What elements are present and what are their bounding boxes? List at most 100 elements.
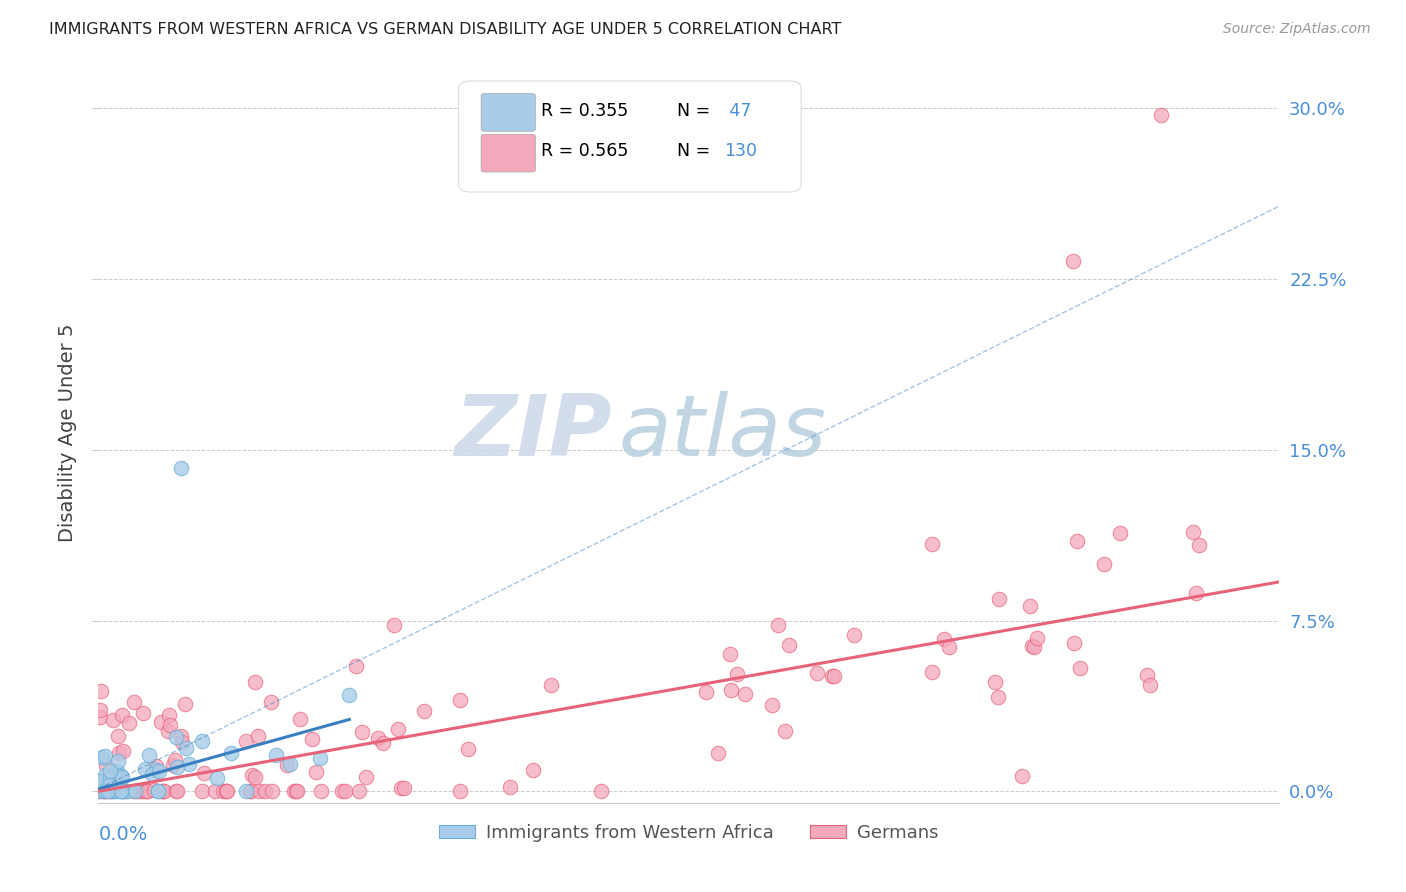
Point: [285, 784, 308, 798]
Point: [522, 763, 544, 777]
Point: [111, 784, 134, 798]
Point: [821, 669, 844, 683]
Point: [124, 784, 146, 798]
Point: [105, 768, 128, 782]
Point: [591, 784, 613, 798]
Point: [413, 704, 436, 718]
Point: [499, 780, 522, 795]
Point: [1136, 668, 1159, 682]
Point: [132, 784, 155, 798]
Point: [778, 638, 800, 652]
Point: [135, 784, 157, 798]
Point: [309, 751, 332, 765]
Point: [101, 713, 124, 727]
Point: [339, 688, 361, 702]
Point: [193, 765, 215, 780]
Point: [150, 784, 173, 798]
Point: [938, 640, 960, 654]
Point: [165, 731, 187, 745]
Text: ZIP: ZIP: [454, 391, 612, 475]
Point: [1185, 586, 1208, 600]
Point: [89, 710, 111, 724]
Point: [283, 784, 305, 798]
Point: [449, 784, 471, 798]
Point: [540, 678, 562, 692]
Point: [276, 758, 298, 772]
Point: [150, 714, 173, 729]
Point: [309, 784, 332, 798]
Text: R = 0.565: R = 0.565: [541, 143, 628, 161]
Point: [842, 628, 865, 642]
Point: [170, 729, 193, 743]
Point: [921, 665, 943, 679]
Point: [1069, 661, 1091, 675]
Point: [387, 722, 409, 736]
Point: [695, 685, 717, 699]
Y-axis label: Disability Age Under 5: Disability Age Under 5: [58, 324, 77, 541]
Point: [112, 744, 135, 758]
Point: [457, 741, 479, 756]
Point: [761, 698, 783, 712]
Point: [824, 669, 846, 683]
Point: [94, 758, 117, 772]
Point: [1021, 639, 1043, 653]
Point: [921, 537, 943, 551]
Point: [987, 592, 1010, 607]
Point: [239, 784, 262, 798]
Point: [162, 757, 184, 772]
Point: [449, 693, 471, 707]
Point: [284, 784, 307, 798]
FancyBboxPatch shape: [481, 94, 536, 131]
Point: [240, 768, 263, 782]
Point: [117, 784, 139, 798]
Point: [93, 784, 115, 798]
Point: [301, 732, 323, 747]
Point: [131, 706, 153, 720]
Point: [1139, 678, 1161, 692]
Point: [205, 771, 228, 785]
Point: [108, 746, 131, 760]
Point: [1182, 525, 1205, 540]
Point: [110, 784, 132, 798]
Point: [89, 774, 111, 789]
Point: [105, 784, 128, 798]
Point: [392, 780, 415, 795]
Point: [135, 784, 157, 798]
Point: [217, 784, 239, 798]
Point: [177, 757, 200, 772]
Point: [110, 769, 132, 783]
Text: 0.0%: 0.0%: [98, 825, 148, 844]
Point: [98, 777, 121, 791]
Point: [984, 674, 1007, 689]
Point: [97, 784, 120, 798]
Point: [1063, 636, 1085, 650]
Point: [103, 784, 125, 798]
Point: [382, 617, 405, 632]
Point: [145, 759, 167, 773]
Point: [214, 784, 236, 798]
Point: [725, 666, 748, 681]
Point: [246, 730, 269, 744]
Point: [110, 770, 132, 784]
Point: [773, 723, 796, 738]
Point: [166, 760, 188, 774]
Point: [91, 750, 114, 764]
Point: [153, 784, 176, 798]
Point: [163, 753, 186, 767]
Point: [97, 778, 120, 792]
Point: [138, 748, 160, 763]
Point: [260, 694, 283, 708]
Point: [1018, 599, 1040, 614]
Point: [94, 768, 117, 782]
Point: [97, 784, 120, 798]
Point: [141, 767, 163, 781]
Point: [253, 784, 276, 798]
Point: [349, 784, 371, 798]
Point: [107, 729, 129, 743]
Point: [129, 784, 152, 798]
Point: [100, 784, 122, 798]
Text: R = 0.355: R = 0.355: [541, 102, 628, 120]
Point: [330, 784, 353, 798]
Point: [806, 665, 828, 680]
Point: [987, 690, 1010, 705]
